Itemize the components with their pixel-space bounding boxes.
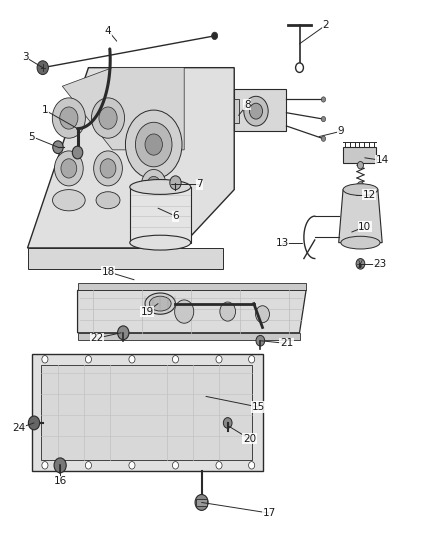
Text: 5: 5 bbox=[28, 132, 35, 142]
Polygon shape bbox=[78, 333, 300, 340]
Text: 7: 7 bbox=[196, 179, 203, 189]
Circle shape bbox=[129, 356, 135, 363]
Circle shape bbox=[53, 141, 63, 154]
Circle shape bbox=[175, 300, 194, 323]
Text: 23: 23 bbox=[374, 259, 387, 269]
Circle shape bbox=[99, 107, 117, 129]
Text: 10: 10 bbox=[358, 222, 371, 232]
Circle shape bbox=[173, 356, 179, 363]
Text: 18: 18 bbox=[101, 267, 115, 277]
Text: 13: 13 bbox=[276, 238, 289, 248]
Polygon shape bbox=[62, 68, 184, 150]
Circle shape bbox=[170, 176, 181, 190]
Circle shape bbox=[195, 495, 208, 511]
Text: 9: 9 bbox=[338, 126, 344, 136]
Polygon shape bbox=[343, 147, 376, 163]
Circle shape bbox=[141, 169, 166, 199]
Text: 14: 14 bbox=[375, 156, 389, 165]
Ellipse shape bbox=[130, 235, 191, 250]
Circle shape bbox=[249, 356, 254, 363]
Circle shape bbox=[255, 306, 269, 322]
Text: 15: 15 bbox=[251, 402, 265, 412]
Circle shape bbox=[125, 110, 182, 179]
Text: 24: 24 bbox=[12, 423, 25, 433]
Circle shape bbox=[357, 182, 364, 189]
Circle shape bbox=[216, 356, 222, 363]
Circle shape bbox=[250, 103, 262, 119]
Circle shape bbox=[61, 159, 77, 178]
Circle shape bbox=[357, 161, 364, 169]
Circle shape bbox=[100, 159, 116, 178]
Text: 22: 22 bbox=[91, 333, 104, 343]
Polygon shape bbox=[41, 365, 252, 460]
Circle shape bbox=[216, 462, 222, 469]
Text: 6: 6 bbox=[172, 211, 179, 221]
Text: 21: 21 bbox=[280, 338, 293, 349]
Circle shape bbox=[129, 462, 135, 469]
Text: 2: 2 bbox=[322, 20, 329, 30]
Circle shape bbox=[85, 356, 92, 363]
Circle shape bbox=[244, 96, 268, 126]
Circle shape bbox=[256, 335, 265, 346]
Circle shape bbox=[147, 176, 160, 192]
Text: 20: 20 bbox=[243, 434, 256, 444]
Ellipse shape bbox=[130, 180, 191, 195]
Text: 17: 17 bbox=[262, 508, 276, 518]
Ellipse shape bbox=[343, 184, 378, 196]
Circle shape bbox=[249, 462, 254, 469]
Text: 1: 1 bbox=[42, 105, 48, 115]
Polygon shape bbox=[234, 100, 239, 123]
Circle shape bbox=[94, 151, 122, 186]
Ellipse shape bbox=[53, 190, 85, 211]
Circle shape bbox=[37, 61, 48, 75]
Text: 12: 12 bbox=[363, 190, 376, 200]
Polygon shape bbox=[28, 248, 223, 269]
Circle shape bbox=[42, 356, 48, 363]
Polygon shape bbox=[196, 499, 207, 506]
Ellipse shape bbox=[96, 192, 120, 209]
Circle shape bbox=[52, 98, 85, 138]
Polygon shape bbox=[78, 290, 306, 333]
Polygon shape bbox=[28, 68, 234, 248]
Text: 16: 16 bbox=[53, 477, 67, 486]
Circle shape bbox=[54, 151, 83, 186]
Circle shape bbox=[117, 326, 129, 340]
Circle shape bbox=[212, 32, 218, 39]
Text: 3: 3 bbox=[22, 52, 28, 62]
Circle shape bbox=[223, 418, 232, 428]
Circle shape bbox=[145, 134, 162, 155]
Circle shape bbox=[60, 107, 78, 129]
Circle shape bbox=[296, 63, 304, 72]
Circle shape bbox=[54, 458, 66, 473]
Circle shape bbox=[92, 98, 124, 138]
Polygon shape bbox=[78, 284, 306, 290]
Polygon shape bbox=[32, 354, 262, 471]
Circle shape bbox=[85, 462, 92, 469]
Polygon shape bbox=[339, 190, 382, 243]
Ellipse shape bbox=[145, 293, 176, 314]
Circle shape bbox=[42, 462, 48, 469]
Circle shape bbox=[321, 116, 325, 122]
Text: 19: 19 bbox=[141, 306, 154, 317]
Ellipse shape bbox=[149, 296, 171, 311]
Circle shape bbox=[72, 146, 83, 159]
Circle shape bbox=[28, 416, 40, 430]
Text: 8: 8 bbox=[244, 100, 251, 110]
Circle shape bbox=[173, 462, 179, 469]
Polygon shape bbox=[234, 89, 286, 131]
Text: 4: 4 bbox=[105, 26, 111, 36]
Circle shape bbox=[220, 302, 236, 321]
Circle shape bbox=[170, 178, 181, 191]
Circle shape bbox=[321, 136, 325, 141]
Polygon shape bbox=[130, 187, 191, 243]
Ellipse shape bbox=[341, 236, 380, 249]
Circle shape bbox=[135, 122, 172, 167]
Circle shape bbox=[356, 259, 365, 269]
Circle shape bbox=[321, 97, 325, 102]
